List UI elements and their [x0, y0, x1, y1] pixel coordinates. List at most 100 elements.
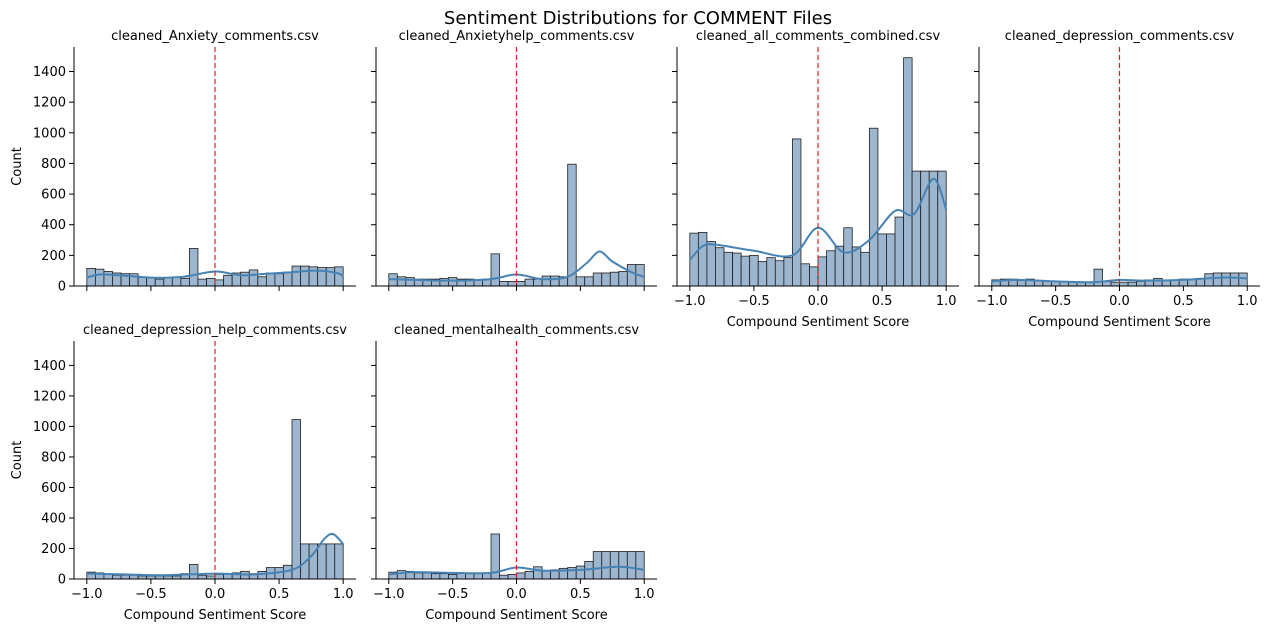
histogram-bar — [300, 265, 310, 287]
histogram-bar — [1204, 273, 1214, 287]
histogram-bar — [826, 250, 836, 287]
histogram-bar — [146, 277, 156, 287]
y-tick-label: 1400 — [33, 65, 66, 80]
x-axis-label: Compound Sentiment Score — [727, 315, 910, 330]
histogram-bar — [723, 251, 733, 287]
x-tick-label: 0.0 — [506, 587, 527, 602]
histogram-bar — [757, 261, 768, 287]
y-tick-label: 1400 — [33, 359, 66, 374]
histogram-bar — [325, 267, 336, 287]
histogram-bar — [317, 543, 327, 580]
histogram-bar — [903, 57, 913, 287]
histogram-bar — [257, 570, 267, 580]
histogram-bar — [766, 257, 776, 287]
y-tick-label: 0 — [58, 573, 66, 588]
y-tick-label: 200 — [41, 542, 66, 557]
x-tick-label: −1.0 — [976, 294, 1008, 309]
histogram-bar — [626, 551, 637, 580]
histogram-bar — [334, 266, 344, 287]
y-tick-label: 600 — [41, 481, 66, 496]
y-tick-label: 1000 — [33, 420, 66, 435]
histogram-bar — [697, 231, 708, 287]
histogram-bar — [112, 574, 122, 580]
histogram-bar — [291, 265, 301, 287]
histogram-bar — [274, 273, 284, 287]
histogram-bar — [413, 572, 424, 580]
histogram-bar — [197, 574, 207, 580]
histogram-bar — [541, 570, 552, 580]
x-tick-label: −0.5 — [738, 294, 770, 309]
panel-4: −1.0 −0.5 0.0 0.5 1.0 cleaned_depression_comm… — [974, 29, 1260, 330]
histogram-bar — [550, 275, 560, 287]
histogram-bar — [524, 278, 535, 287]
histogram-bar — [584, 276, 594, 287]
x-axis-label: Compound Sentiment Score — [124, 608, 307, 623]
histogram-bar — [214, 279, 225, 287]
panel-5: −1.0 −0.5 0.0 0.5 1.0 0 200 400 600 800 1000 1200 14… — [10, 323, 356, 623]
histogram-bar — [618, 271, 628, 287]
histogram-bar — [490, 253, 500, 287]
x-tick-label: 1.0 — [1237, 294, 1258, 309]
x-tick-label: 0.0 — [808, 294, 829, 309]
histogram-bar — [533, 278, 543, 287]
panel-title: cleaned_Anxiety_comments.csv — [111, 29, 319, 44]
panels-group: 0 200 400 600 800 1000 1200 1400 cleaned_Anxiety… — [10, 29, 1260, 623]
histogram-bar — [334, 543, 344, 580]
histogram-bar — [800, 263, 810, 287]
x-tick-label: 0.5 — [269, 587, 290, 602]
x-tick-label: 0.5 — [1173, 294, 1194, 309]
x-tick-label: 1.0 — [936, 294, 957, 309]
panel-title: cleaned_depression_comments.csv — [1005, 29, 1235, 44]
histogram-bar — [592, 551, 603, 580]
histogram-bar — [868, 127, 879, 287]
kde-line — [86, 269, 344, 279]
histogram-bar — [473, 573, 483, 580]
histogram-bar — [1110, 281, 1120, 287]
histogram-bar — [1238, 272, 1248, 287]
histogram-bar — [601, 551, 611, 580]
x-tick-label: 1.0 — [333, 587, 354, 602]
histogram-bar — [635, 551, 645, 580]
x-tick-label: 0.5 — [570, 587, 591, 602]
y-tick-label: 1200 — [33, 389, 66, 404]
histogram-bar — [163, 277, 173, 287]
kde-line — [86, 532, 344, 577]
y-tick-label: 400 — [41, 511, 66, 526]
histogram-bar — [507, 280, 517, 287]
histogram-bar — [1136, 280, 1146, 287]
y-axis-label: Count — [10, 147, 25, 186]
histogram-bar — [223, 274, 233, 287]
histogram-bar — [439, 573, 449, 580]
histogram-bar — [609, 551, 620, 580]
histogram-bar — [860, 251, 870, 287]
histogram-bar — [601, 272, 611, 287]
y-tick-label: 0 — [58, 280, 66, 295]
histogram-bar — [1229, 272, 1240, 287]
histogram-bar — [137, 277, 148, 287]
histogram-bar — [1127, 281, 1137, 287]
histogram-bar — [129, 574, 139, 580]
x-tick-label: −0.5 — [135, 587, 167, 602]
histogram-bar — [396, 276, 407, 287]
histogram-bar — [609, 271, 620, 287]
x-tick-label: 1.0 — [634, 587, 655, 602]
histogram-bar — [843, 227, 853, 287]
histogram-bar — [783, 257, 793, 287]
histogram-bar — [626, 264, 637, 287]
histogram-bar — [592, 272, 603, 287]
histogram-bar — [516, 280, 526, 287]
y-tick-label: 800 — [41, 157, 66, 172]
histogram-bar — [448, 277, 458, 287]
histogram-bar — [1016, 280, 1027, 287]
histogram-bar — [283, 271, 293, 287]
panel-title: cleaned_Anxietyhelp_comments.csv — [399, 29, 635, 44]
histogram-bar — [499, 574, 509, 580]
panel-title: cleaned_depression_help_comments.csv — [83, 323, 347, 338]
histogram-bar — [448, 574, 458, 580]
histogram-bar — [197, 278, 207, 287]
histogram-bar — [706, 241, 716, 287]
histogram-bar — [325, 543, 336, 580]
histogram-bar — [533, 566, 543, 580]
histogram-bar — [911, 170, 922, 287]
